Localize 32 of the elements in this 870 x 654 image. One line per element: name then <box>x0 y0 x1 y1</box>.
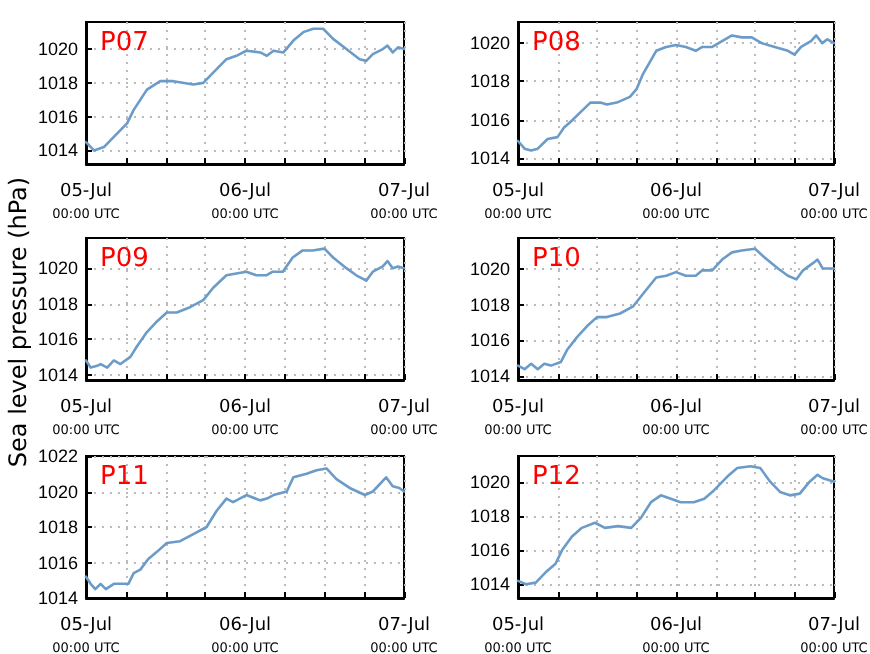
y-tick-label: 1018 <box>469 71 510 92</box>
y-axis-title: Sea level pressure (hPa) <box>4 175 32 467</box>
y-tick-label: 1020 <box>37 39 78 60</box>
y-tick-label: 1018 <box>469 505 510 526</box>
y-tick-label: 1018 <box>37 517 78 537</box>
y-tick-label: 1014 <box>469 148 510 169</box>
y-tick-label: 1020 <box>37 481 78 502</box>
y-tick-label: 1020 <box>469 471 510 492</box>
y-tick-label: 1020 <box>469 258 510 279</box>
y-tick-label: 1018 <box>37 72 78 93</box>
chart-title: P09 <box>100 244 149 274</box>
y-tick-label: 1014 <box>37 364 78 385</box>
y-tick-label: 1016 <box>37 552 78 573</box>
y-tick-label: 1014 <box>37 588 78 608</box>
y-tick-label: 1016 <box>469 330 510 351</box>
chart-title: P08 <box>532 28 581 58</box>
chart-title: P10 <box>532 244 581 274</box>
chart-title: P11 <box>100 462 149 492</box>
y-tick-label: 1016 <box>37 106 78 127</box>
y-tick-label: 1016 <box>469 109 510 130</box>
y-tick-label: 1016 <box>37 329 78 350</box>
y-tick-label: 1014 <box>37 140 78 161</box>
y-tick-label: 1022 <box>37 446 78 466</box>
y-tick-label: 1018 <box>37 293 78 314</box>
y-tick-label: 1018 <box>469 294 510 315</box>
y-tick-label: 1020 <box>469 33 510 54</box>
y-tick-label: 1014 <box>469 366 510 387</box>
y-tick-label: 1014 <box>469 574 510 595</box>
chart-title: P07 <box>100 28 149 58</box>
chart-title: P12 <box>532 462 581 492</box>
y-tick-label: 1020 <box>37 258 78 279</box>
y-tick-label: 1016 <box>469 540 510 561</box>
